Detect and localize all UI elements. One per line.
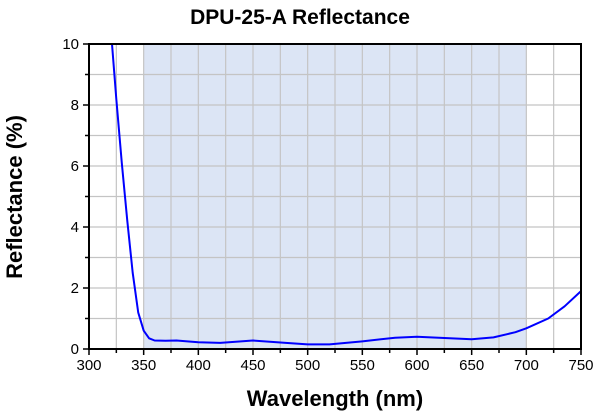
x-tick-label: 350	[131, 357, 156, 374]
y-tick-label: 0	[71, 341, 79, 358]
x-tick-label: 450	[240, 357, 265, 374]
y-tick-label: 6	[71, 158, 79, 175]
x-tick-label: 300	[76, 357, 101, 374]
x-tick-label: 500	[295, 357, 320, 374]
x-tick-label: 750	[568, 357, 593, 374]
x-axis-label: Wavelength (nm)	[247, 386, 423, 411]
plot-area: 300 350 400 450 500 550 600 650 700 750 0 2 4 6 8 10	[62, 36, 593, 374]
chart-title: DPU-25-A Reflectance	[190, 6, 410, 29]
reflectance-curve	[111, 43, 582, 346]
y-tick-label: 10	[62, 36, 79, 53]
y-tick-label: 2	[71, 280, 79, 297]
y-axis-label: Reflectance (%)	[2, 115, 27, 279]
x-tick-label: 550	[350, 357, 375, 374]
x-tick-label: 400	[186, 357, 211, 374]
x-tick-label: 600	[404, 357, 429, 374]
y-tick-label: 4	[71, 219, 79, 236]
y-tick-label: 8	[71, 97, 79, 114]
x-tick-label: 650	[459, 357, 484, 374]
x-tick-label: 700	[514, 357, 539, 374]
